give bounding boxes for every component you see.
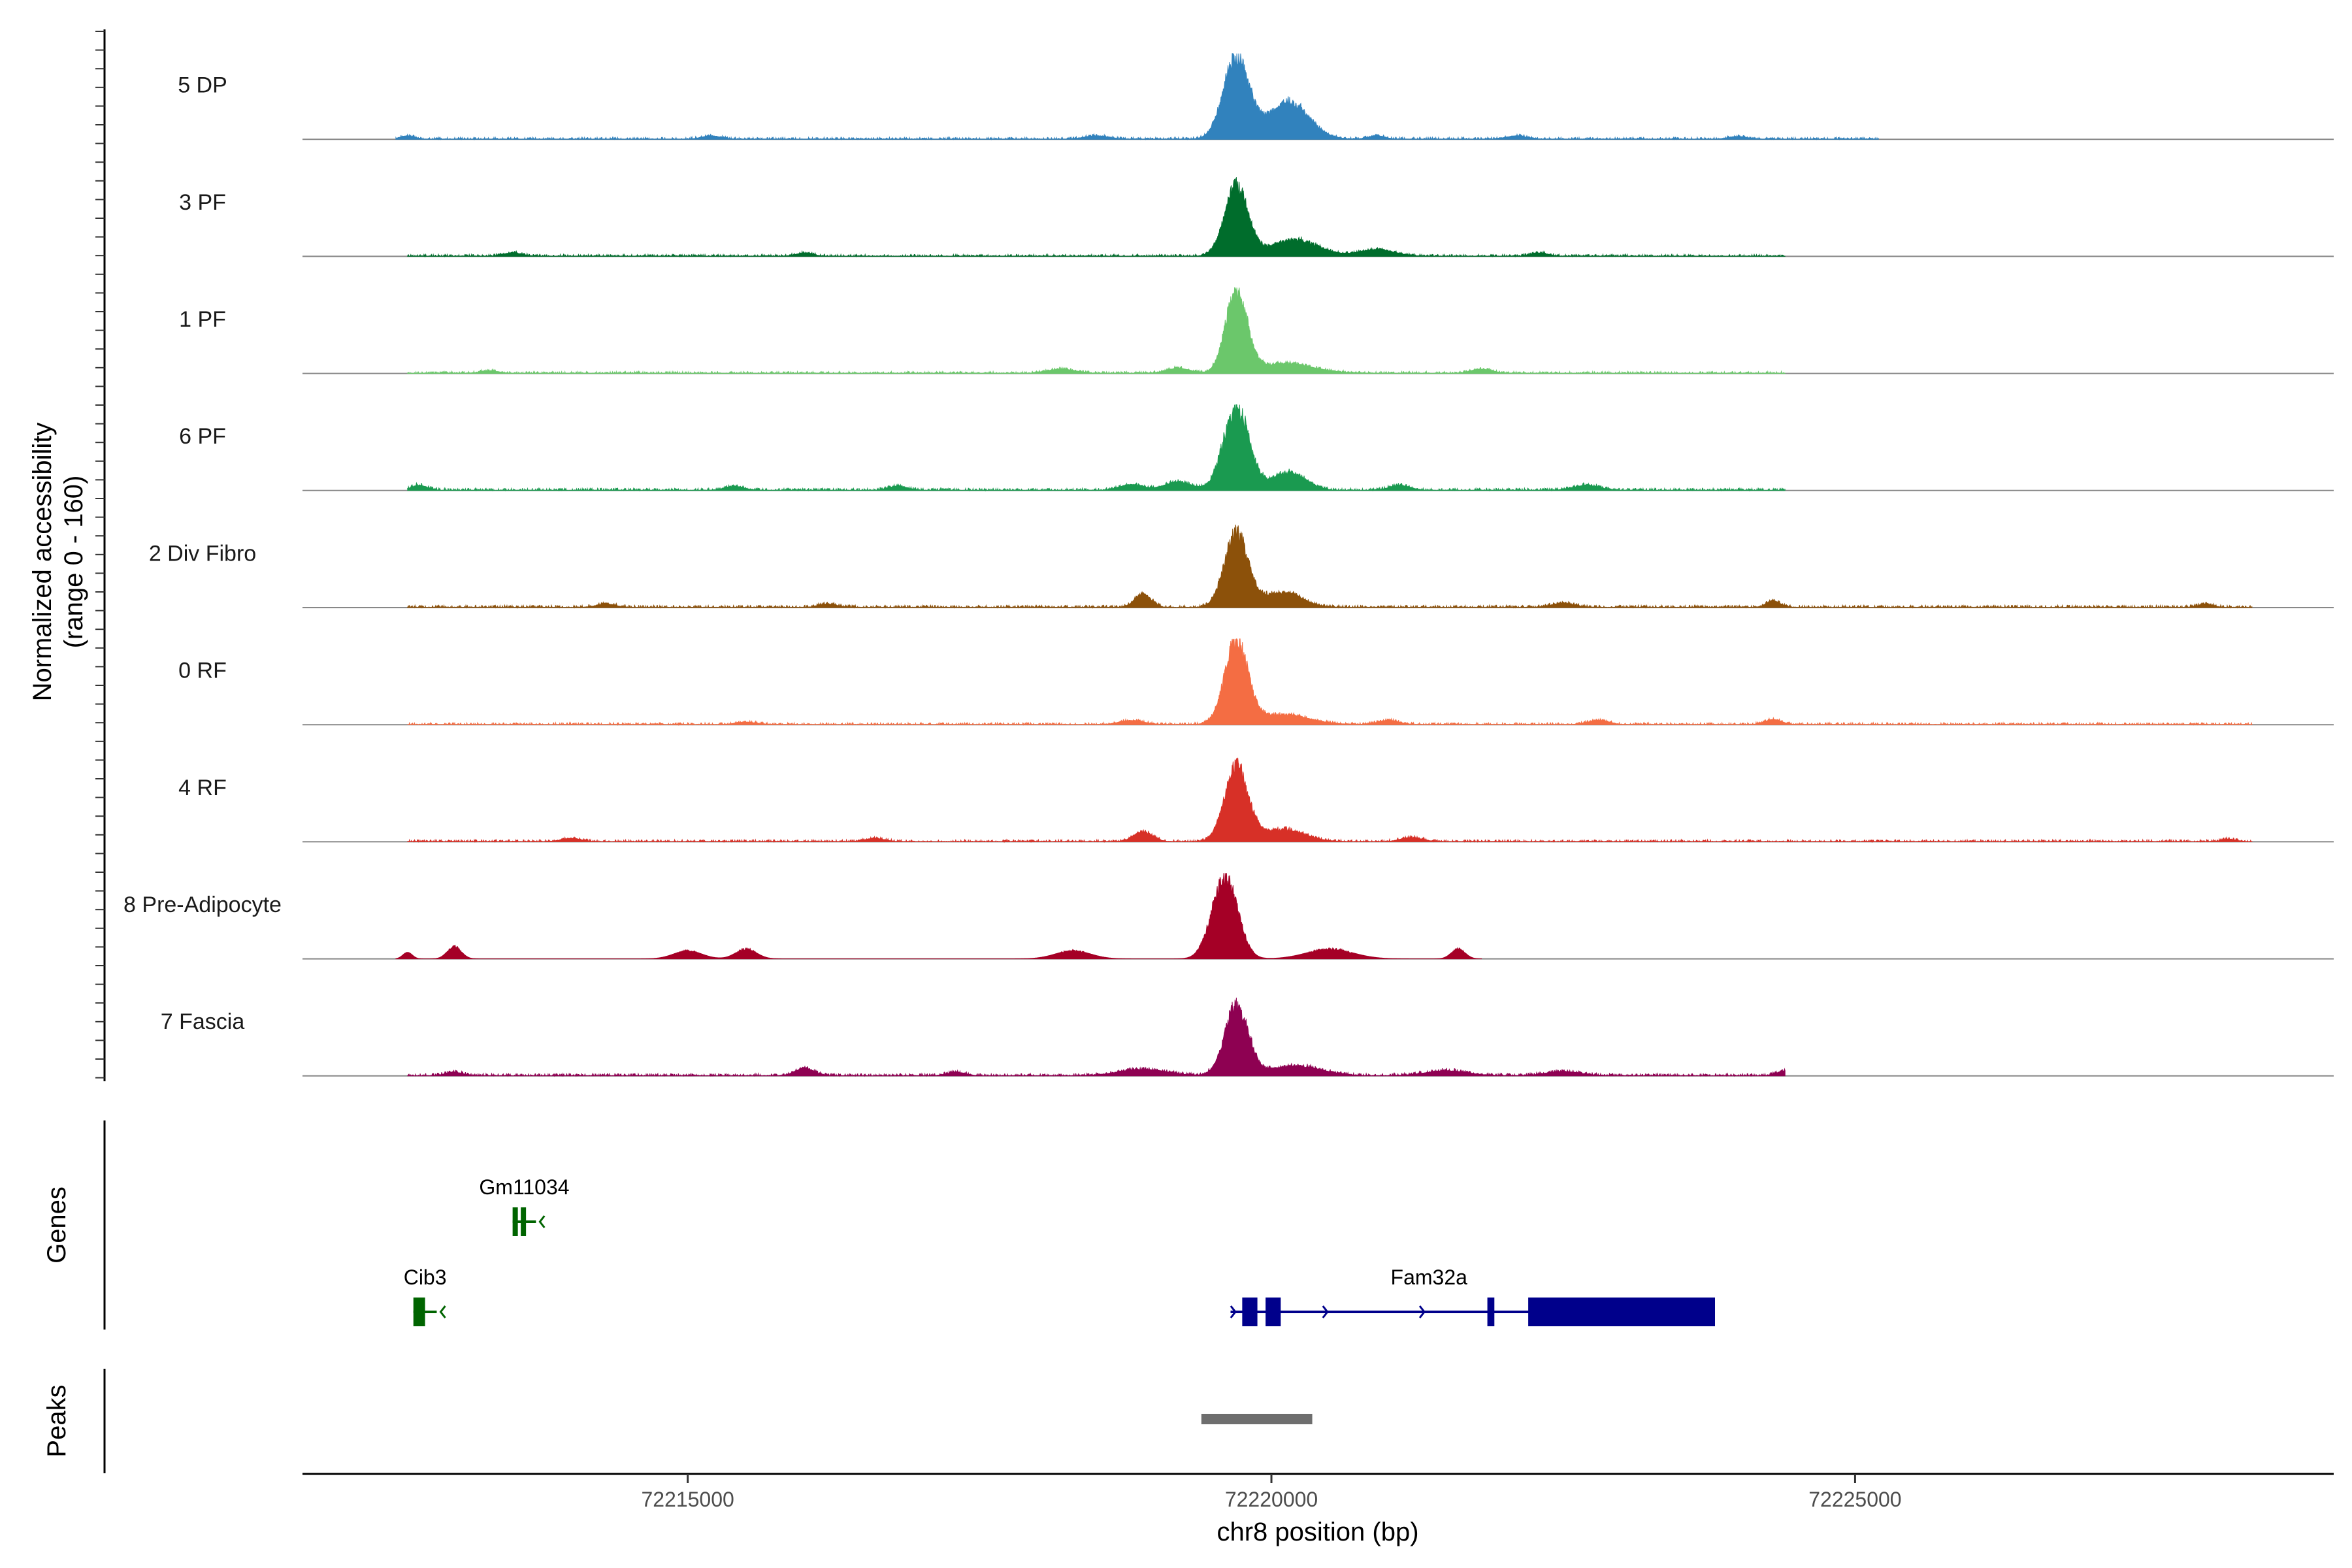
gene-gm11034: Gm11034 [479, 1175, 570, 1236]
peak-region [1201, 1414, 1313, 1424]
track-5-dp: 5 DP [178, 53, 2334, 141]
track-label: 4 RF [178, 776, 227, 800]
gene-exon [1242, 1298, 1258, 1326]
strand-arrow [1418, 1305, 1426, 1318]
track-label: 8 Pre-Adipocyte [123, 892, 282, 917]
gene-exon [1266, 1298, 1281, 1326]
peaks-track [1201, 1414, 1313, 1424]
y-axis-ticks [95, 31, 105, 1079]
gene-exon [512, 1207, 518, 1236]
track-2-div-fibro: 2 Div Fibro [149, 524, 2334, 609]
gene-label: Gm11034 [479, 1175, 569, 1199]
gene-label: Fam32a [1391, 1266, 1468, 1289]
strand-arrow [1230, 1305, 1237, 1318]
gene-exon [1487, 1298, 1495, 1326]
gene-exon [413, 1298, 425, 1326]
track-8-pre-adipocyte: 8 Pre-Adipocyte [123, 873, 2334, 960]
track-label: 1 PF [179, 307, 226, 332]
gene-annotation-track: Gm11034 Cib3 Fam32a [404, 1175, 1716, 1326]
track-4-rf: 4 RF [178, 757, 2334, 843]
strand-arrow [1322, 1305, 1329, 1318]
y-axis-title-line1: Normalized accessibility [28, 423, 57, 702]
track-label: 7 Fascia [161, 1009, 245, 1034]
x-tick-label: 72215000 [641, 1488, 734, 1511]
track-3-pf: 3 PF [179, 177, 2334, 258]
track-label: 5 DP [178, 73, 227, 98]
x-axis-title: chr8 position (bp) [1217, 1518, 1418, 1546]
track-label: 0 RF [178, 659, 227, 683]
track-label: 6 PF [179, 424, 226, 449]
coverage-tracks: 5 DP 3 PF 1 PF 6 PF 2 Div Fibro 0 RF 4 RF 8 Pre… [123, 53, 2334, 1077]
x-axis: 72215000 72220000 72225000 [302, 1473, 2334, 1511]
gene-cib3: Cib3 [404, 1266, 447, 1326]
strand-arrow [538, 1215, 546, 1228]
coverage-area [407, 177, 1786, 258]
coverage-area [407, 638, 2253, 727]
track-1-pf: 1 PF [179, 287, 2334, 375]
track-7-fascia: 7 Fascia [161, 997, 2334, 1077]
peaks-axis-title: Peaks [42, 1384, 71, 1457]
track-6-pf: 6 PF [179, 404, 2334, 492]
gene-fam32a: Fam32a [1230, 1266, 1716, 1326]
coverage-area [407, 997, 1786, 1077]
coverage-area [395, 53, 1879, 141]
coverage-area [407, 404, 1786, 492]
track-label: 3 PF [179, 190, 226, 215]
coverage-area [407, 287, 1786, 375]
x-tick-label: 72220000 [1225, 1488, 1318, 1511]
track-0-rf: 0 RF [178, 638, 2334, 727]
strand-arrow [439, 1305, 446, 1318]
gene-exon [521, 1207, 527, 1236]
coverage-area [407, 757, 2253, 843]
coverage-y-axis [95, 29, 106, 1081]
gene-exon [1528, 1298, 1716, 1326]
y-axis-title-line2: (range 0 - 160) [59, 476, 88, 649]
gene-label: Cib3 [404, 1266, 447, 1289]
x-tick-label: 72225000 [1808, 1488, 1901, 1511]
track-label: 2 Div Fibro [149, 541, 256, 566]
coverage-area [407, 524, 2253, 609]
x-axis-ticks: 72215000 72220000 72225000 [641, 1474, 1902, 1511]
genes-axis-title: Genes [42, 1186, 71, 1264]
coverage-area [395, 873, 1482, 960]
